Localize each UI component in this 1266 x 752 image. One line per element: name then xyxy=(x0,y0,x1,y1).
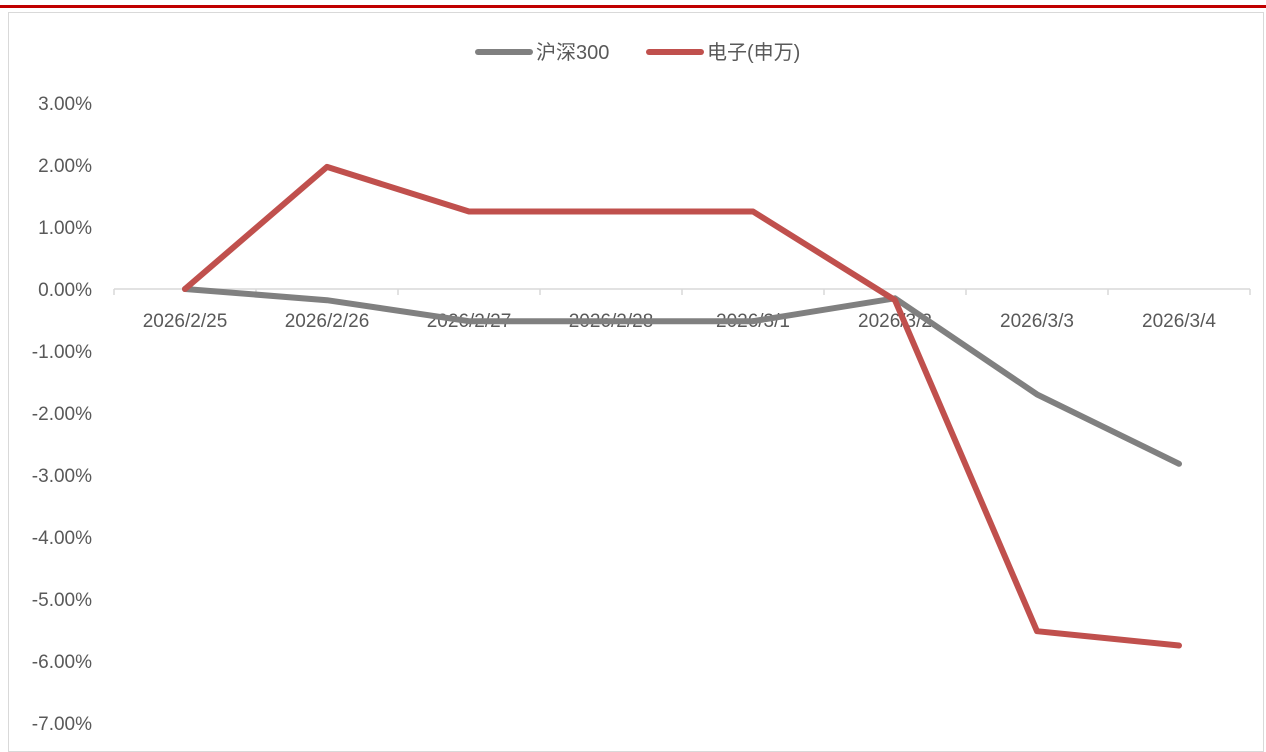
y-tick-label: -5.00% xyxy=(32,590,92,611)
legend-label-2: 电子(申万) xyxy=(707,41,800,64)
series-line-1 xyxy=(182,286,1182,467)
chart-area xyxy=(8,12,1264,752)
series-line-2 xyxy=(182,163,1182,649)
y-tick-label: 0.00% xyxy=(38,280,92,301)
x-tick-label: 2026/2/26 xyxy=(285,311,370,332)
x-tick-label: 2026/3/4 xyxy=(1142,311,1216,332)
y-tick-label: 2.00% xyxy=(38,156,92,177)
y-tick-label: -3.00% xyxy=(32,466,92,487)
y-tick-label: -1.00% xyxy=(32,342,92,363)
x-tick-label: 2026/2/25 xyxy=(143,311,228,332)
top-red-rule xyxy=(0,5,1266,8)
x-tick-label: 2026/3/3 xyxy=(1000,311,1074,332)
y-tick-label: -6.00% xyxy=(32,652,92,673)
y-tick-label: 1.00% xyxy=(38,218,92,239)
x-tick-label: 2026/3/2 xyxy=(858,311,932,332)
y-tick-label: -4.00% xyxy=(32,528,92,549)
legend-label-1: 沪深300 xyxy=(536,41,609,64)
y-tick-label: 3.00% xyxy=(38,94,92,115)
y-tick-label: -7.00% xyxy=(32,714,92,735)
y-tick-label: -2.00% xyxy=(32,404,92,425)
